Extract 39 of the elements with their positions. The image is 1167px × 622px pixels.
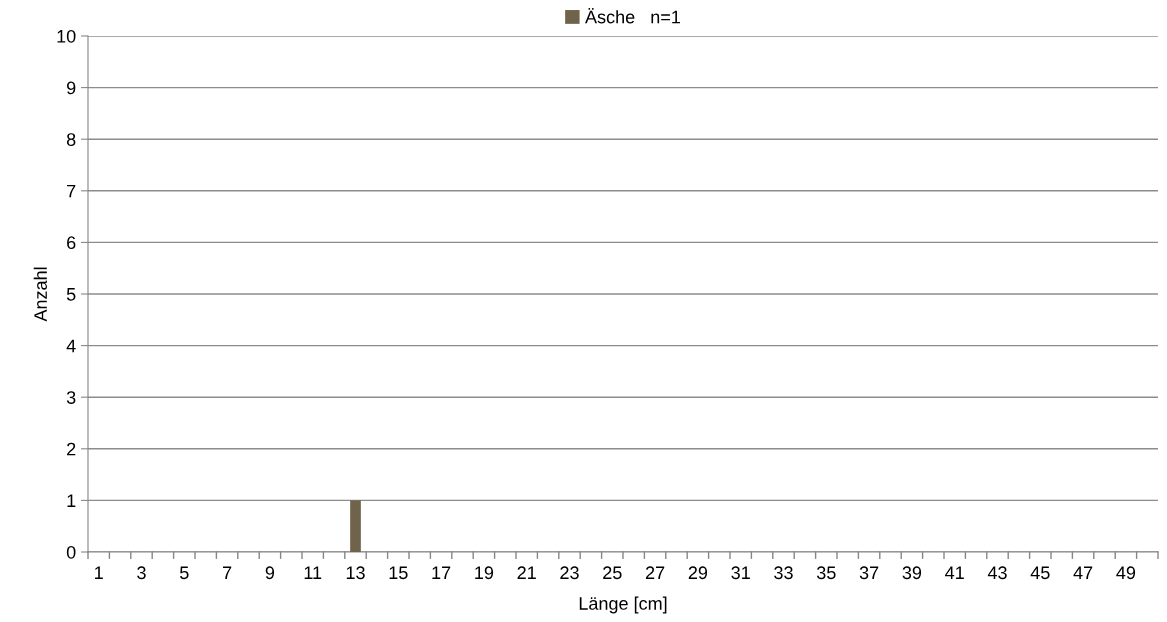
x-tick-label: 27 [645, 566, 665, 579]
x-tick-label: 33 [774, 566, 793, 580]
x-tick-label: 43 [987, 566, 1007, 580]
x-tick-label: 17 [432, 566, 451, 579]
x-tick-label: 37 [859, 566, 879, 580]
y-tick-label: 9 [67, 81, 76, 95]
y-tick-label: 3 [66, 391, 76, 404]
legend-label: Äsche n=1 [585, 8, 680, 24]
y-tick-label: 10 [57, 29, 76, 43]
y-tick-label: 0 [66, 545, 76, 559]
y-axis-title: Anzahl [33, 267, 47, 322]
x-tick-label: 41 [945, 566, 964, 579]
x-tick-label: 7 [223, 566, 232, 579]
x-tick-label: 29 [688, 566, 708, 580]
x-tick-label: 5 [180, 566, 189, 580]
x-tick-label: 3 [137, 566, 146, 580]
x-tick-label: 9 [265, 566, 275, 580]
x-tick-label: 11 [304, 566, 322, 579]
y-tick-label: 4 [66, 339, 76, 353]
x-tick-label: 39 [902, 566, 922, 580]
y-tick-label: 7 [67, 184, 76, 198]
x-tick-label: 1 [95, 566, 103, 579]
y-tick-label: 8 [66, 133, 76, 146]
x-tick-label: 21 [517, 566, 536, 579]
x-tick-label: 25 [603, 566, 622, 580]
x-tick-label: 15 [389, 566, 408, 580]
x-tick-label: 23 [560, 566, 579, 580]
y-tick-label: 1 [67, 494, 76, 507]
x-tick-label: 35 [816, 566, 836, 580]
x-axis-title: Länge [cm] [579, 596, 667, 614]
x-tick-label: 31 [731, 566, 750, 580]
x-tick-label: 13 [346, 566, 365, 580]
x-tick-label: 47 [1073, 566, 1093, 579]
x-tick-label: 19 [475, 566, 494, 580]
y-tick-label: 6 [67, 236, 76, 250]
y-tick-label: 2 [67, 442, 76, 456]
x-tick-label: 49 [1116, 566, 1136, 580]
x-tick-label: 45 [1030, 566, 1050, 580]
y-tick-label: 5 [66, 288, 76, 301]
